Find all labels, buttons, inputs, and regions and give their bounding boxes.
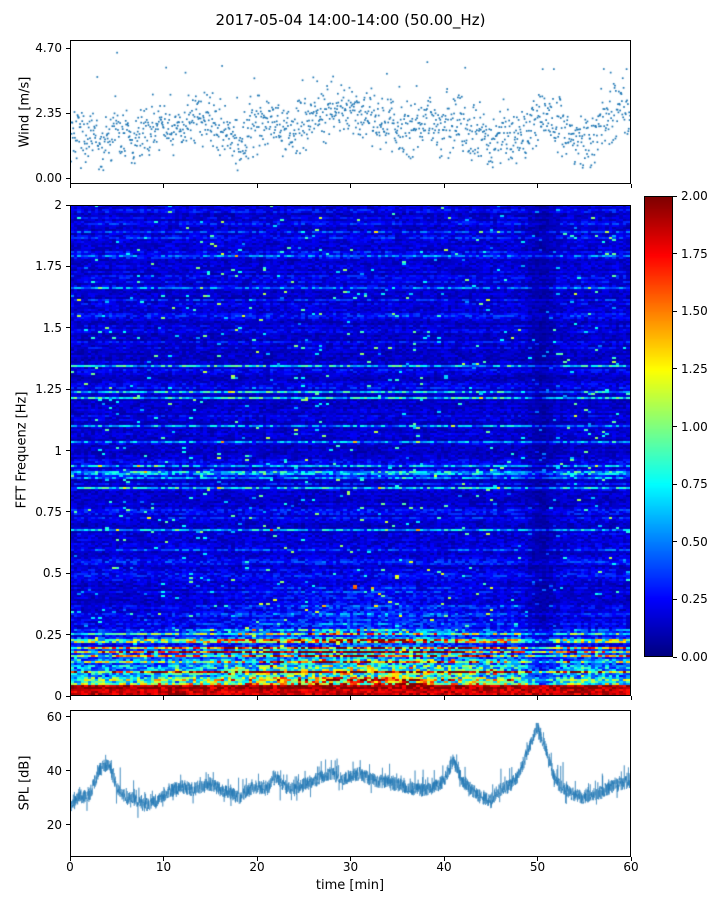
spl-xtick-mark bbox=[256, 857, 258, 861]
spectrogram-ytick-mark bbox=[66, 327, 70, 329]
colorbar-tick-label: 0.00 bbox=[681, 650, 708, 664]
wind-xtick-mark bbox=[537, 184, 538, 188]
spectrogram-ytick-mark bbox=[66, 388, 70, 390]
wind-xtick-mark bbox=[256, 184, 258, 188]
spl-xtick-label: 30 bbox=[342, 860, 359, 874]
colorbar-tick-mark bbox=[673, 541, 677, 543]
spectrogram-ytick-mark bbox=[66, 204, 70, 206]
colorbar-tick-label: 0.25 bbox=[681, 592, 708, 607]
wind-ytick-label: 4.70 bbox=[35, 41, 62, 56]
colorbar-tick-label: 0.75 bbox=[681, 477, 708, 492]
colorbar-tick-mark bbox=[673, 656, 677, 658]
spectrogram-xtick-mark bbox=[537, 696, 538, 700]
spectrogram-ytick-label: 1.75 bbox=[35, 259, 62, 274]
spl-xtick-mark bbox=[443, 857, 445, 861]
x-axis-label: time [min] bbox=[315, 878, 385, 893]
spectrogram-ytick-label: 0.75 bbox=[35, 504, 62, 519]
spl-ytick-label: 40 bbox=[46, 763, 62, 778]
spectrogram-ytick-label: 1.25 bbox=[35, 382, 62, 397]
spectrogram-ytick-mark bbox=[66, 634, 70, 636]
colorbar-tick-mark bbox=[673, 310, 677, 312]
spl-xtick-mark bbox=[69, 857, 71, 861]
colorbar bbox=[644, 196, 673, 657]
spectrogram-ytick-mark bbox=[66, 450, 70, 451]
colorbar-tick-label: 0.50 bbox=[681, 534, 708, 549]
wind-ytick-label: 2.35 bbox=[35, 106, 62, 121]
spl-xtick-label: 40 bbox=[436, 860, 452, 874]
colorbar-tick-mark bbox=[673, 483, 677, 485]
spl-ytick-label: 20 bbox=[46, 817, 62, 832]
wind-y-axis-label: Wind [m/s] bbox=[17, 76, 33, 148]
spectrogram-y-axis-label: FFT Frequenz [Hz] bbox=[14, 391, 30, 509]
spl-ytick-mark bbox=[66, 824, 70, 826]
spl-xtick-label: 50 bbox=[529, 860, 546, 874]
spl-axes bbox=[70, 710, 631, 857]
spl-xtick-label: 10 bbox=[155, 860, 172, 874]
spectrogram-ytick-label: 1.5 bbox=[42, 320, 62, 335]
spectrogram-ytick-mark bbox=[66, 695, 70, 697]
colorbar-tick-mark bbox=[673, 253, 677, 255]
wind-xtick-mark bbox=[163, 184, 164, 188]
colorbar-tick-label: 1.75 bbox=[681, 246, 708, 261]
spl-xtick-mark bbox=[163, 857, 164, 861]
spectrogram-xtick-mark bbox=[256, 696, 258, 700]
spl-ytick-mark bbox=[66, 770, 70, 772]
wind-scatter-canvas bbox=[71, 41, 630, 183]
colorbar-tick-mark bbox=[673, 598, 677, 600]
spectrogram-ytick-label: 0 bbox=[54, 689, 62, 703]
spectrogram-ytick-label: 1 bbox=[54, 443, 62, 458]
colorbar-tick-label: 1.50 bbox=[681, 304, 708, 319]
colorbar-tick-mark bbox=[673, 368, 677, 370]
colorbar-tick-label: 1.00 bbox=[681, 419, 708, 434]
colorbar-tick-mark bbox=[673, 195, 677, 197]
spl-xtick-label: 0 bbox=[66, 860, 74, 874]
spectrogram-ytick-label: 0.25 bbox=[35, 627, 62, 642]
spectrogram-ytick-mark bbox=[66, 511, 70, 513]
figure-title: 2017-05-04 14:00-14:00 (50.00_Hz) bbox=[215, 11, 486, 29]
wind-xtick-mark bbox=[69, 184, 71, 188]
spectrogram-ytick-mark bbox=[66, 265, 70, 267]
spl-line-canvas bbox=[71, 711, 630, 856]
wind-xtick-mark bbox=[350, 184, 351, 188]
spectrogram-xtick-mark bbox=[443, 696, 445, 700]
spl-y-axis-label: SPL [dB] bbox=[17, 755, 33, 811]
spectrogram-ytick-mark bbox=[66, 572, 70, 574]
wind-axes bbox=[70, 40, 631, 184]
spl-xtick-mark bbox=[630, 857, 632, 861]
colorbar-tick-label: 1.25 bbox=[681, 361, 708, 376]
spectrogram-xtick-mark bbox=[350, 696, 351, 700]
wind-ytick-mark bbox=[66, 47, 70, 49]
spl-xtick-mark bbox=[350, 857, 351, 861]
spl-xtick-label: 60 bbox=[623, 860, 639, 874]
spl-ytick-mark bbox=[66, 716, 70, 718]
spl-ytick-label: 60 bbox=[46, 709, 62, 724]
spl-xtick-mark bbox=[537, 857, 538, 861]
wind-ytick-mark bbox=[66, 112, 70, 114]
spectrogram-ytick-label: 2 bbox=[54, 198, 62, 212]
wind-xtick-mark bbox=[443, 184, 445, 188]
spectrogram-axes bbox=[70, 205, 631, 696]
colorbar-tick-label: 2.00 bbox=[681, 189, 708, 203]
wind-ytick-label: 0.00 bbox=[35, 171, 62, 186]
spectrogram-canvas bbox=[71, 206, 630, 695]
spectrogram-xtick-mark bbox=[630, 696, 632, 700]
spectrogram-xtick-mark bbox=[163, 696, 164, 700]
wind-xtick-mark bbox=[630, 184, 632, 188]
wind-ytick-mark bbox=[66, 177, 70, 179]
spectrogram-xtick-mark bbox=[69, 696, 71, 700]
colorbar-canvas bbox=[645, 197, 672, 656]
spectrogram-ytick-label: 0.5 bbox=[42, 566, 62, 581]
colorbar-tick-mark bbox=[673, 426, 677, 427]
spl-xtick-label: 20 bbox=[249, 860, 265, 874]
